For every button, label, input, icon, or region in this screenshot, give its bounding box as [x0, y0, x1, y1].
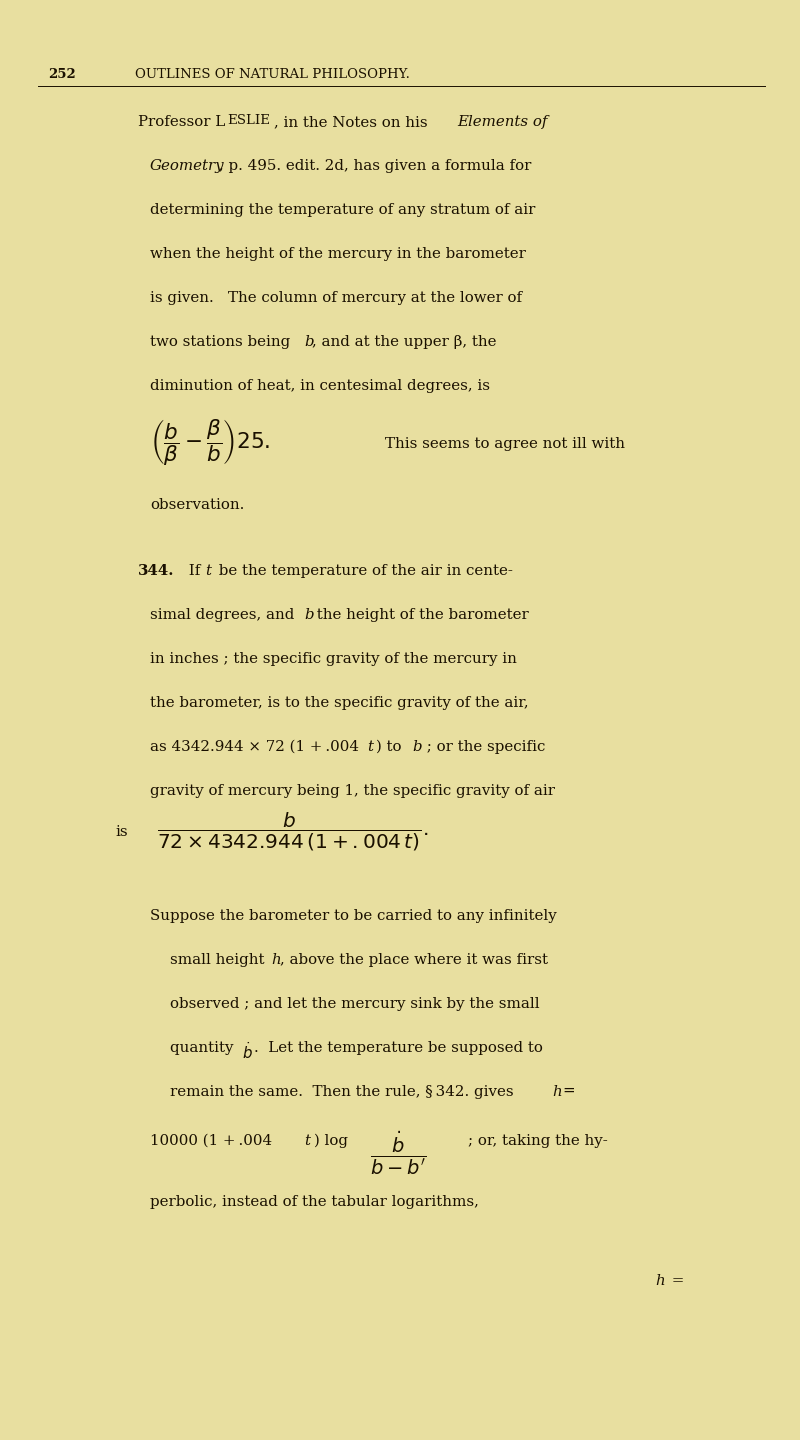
Text: the height of the barometer: the height of the barometer — [313, 608, 530, 622]
Text: observation.: observation. — [150, 498, 244, 511]
Text: ; or, taking the hy-: ; or, taking the hy- — [468, 1133, 608, 1148]
Text: b: b — [412, 740, 422, 753]
Text: quantity: quantity — [170, 1041, 238, 1056]
Text: remain the same.  Then the rule, § 342. gives: remain the same. Then the rule, § 342. g… — [170, 1086, 518, 1099]
Text: $\! =$: $\! =$ — [562, 1083, 575, 1097]
Text: t: t — [205, 564, 211, 577]
Text: If: If — [183, 564, 205, 577]
Text: gravity of mercury being 1, the specific gravity of air: gravity of mercury being 1, the specific… — [150, 783, 555, 798]
Text: is given.   The column of mercury at the lower of: is given. The column of mercury at the l… — [150, 291, 522, 305]
Text: 252: 252 — [48, 68, 76, 81]
Text: simal degrees, and: simal degrees, and — [150, 608, 299, 622]
Text: small height: small height — [170, 953, 270, 968]
Text: t: t — [305, 1133, 310, 1148]
Text: Geometry: Geometry — [150, 158, 225, 173]
Text: $\left(\dfrac{b}{\beta} - \dfrac{\beta}{b}\right) 25.$: $\left(\dfrac{b}{\beta} - \dfrac{\beta}{… — [150, 418, 270, 468]
Text: , above the place where it was first: , above the place where it was first — [281, 953, 549, 968]
Text: $\dfrac{\dot{b}}{b - b'}$: $\dfrac{\dot{b}}{b - b'}$ — [370, 1129, 427, 1176]
Text: in inches ; the specific gravity of the mercury in: in inches ; the specific gravity of the … — [150, 652, 517, 665]
Text: , and at the upper β, the: , and at the upper β, the — [313, 336, 497, 348]
Text: determining the temperature of any stratum of air: determining the temperature of any strat… — [150, 203, 535, 217]
Text: h: h — [655, 1274, 665, 1289]
Text: perbolic, instead of the tabular logarithms,: perbolic, instead of the tabular logarit… — [150, 1195, 479, 1210]
Text: the barometer, is to the specific gravity of the air,: the barometer, is to the specific gravit… — [150, 696, 529, 710]
Text: This seems to agree not ill with: This seems to agree not ill with — [385, 436, 625, 451]
Text: ESLIE: ESLIE — [227, 114, 270, 127]
Text: Professor L: Professor L — [138, 115, 226, 130]
Text: ) log: ) log — [314, 1133, 353, 1148]
Text: 344.: 344. — [138, 564, 174, 577]
Text: b: b — [305, 608, 314, 622]
Text: ) to: ) to — [377, 740, 406, 753]
Text: when the height of the mercury in the barometer: when the height of the mercury in the ba… — [150, 248, 526, 261]
Text: is: is — [115, 825, 128, 840]
Text: Suppose the barometer to be carried to any infinitely: Suppose the barometer to be carried to a… — [150, 909, 557, 923]
Text: Elements of: Elements of — [458, 115, 548, 130]
Text: OUTLINES OF NATURAL PHILOSOPHY.: OUTLINES OF NATURAL PHILOSOPHY. — [135, 68, 410, 81]
Text: $\dot{b}$: $\dot{b}$ — [242, 1041, 253, 1063]
Text: , p. 495. edit. 2d, has given a formula for: , p. 495. edit. 2d, has given a formula … — [219, 158, 532, 173]
Text: , in the Notes on his: , in the Notes on his — [274, 115, 433, 130]
Text: ; or the specific: ; or the specific — [422, 740, 545, 753]
Text: .  Let the temperature be supposed to: . Let the temperature be supposed to — [254, 1041, 543, 1056]
Text: diminution of heat, in centesimal degrees, is: diminution of heat, in centesimal degree… — [150, 379, 490, 393]
Text: be the temperature of the air in cente-: be the temperature of the air in cente- — [214, 564, 514, 577]
Text: =: = — [667, 1274, 684, 1289]
Text: observed ; and let the mercury sink by the small: observed ; and let the mercury sink by t… — [170, 996, 540, 1011]
Text: two stations being: two stations being — [150, 336, 295, 348]
Text: $\dfrac{b}{72 \times 4342.944\,(1+.004\,t)}.$: $\dfrac{b}{72 \times 4342.944\,(1+.004\,… — [157, 811, 429, 854]
Text: h: h — [552, 1086, 562, 1099]
Text: as 4342.944 × 72 (1 + .004: as 4342.944 × 72 (1 + .004 — [150, 740, 362, 753]
Text: t: t — [367, 740, 373, 753]
Text: 10000 (1 + .004: 10000 (1 + .004 — [150, 1133, 275, 1148]
Text: b: b — [305, 336, 314, 348]
Text: h: h — [271, 953, 281, 968]
